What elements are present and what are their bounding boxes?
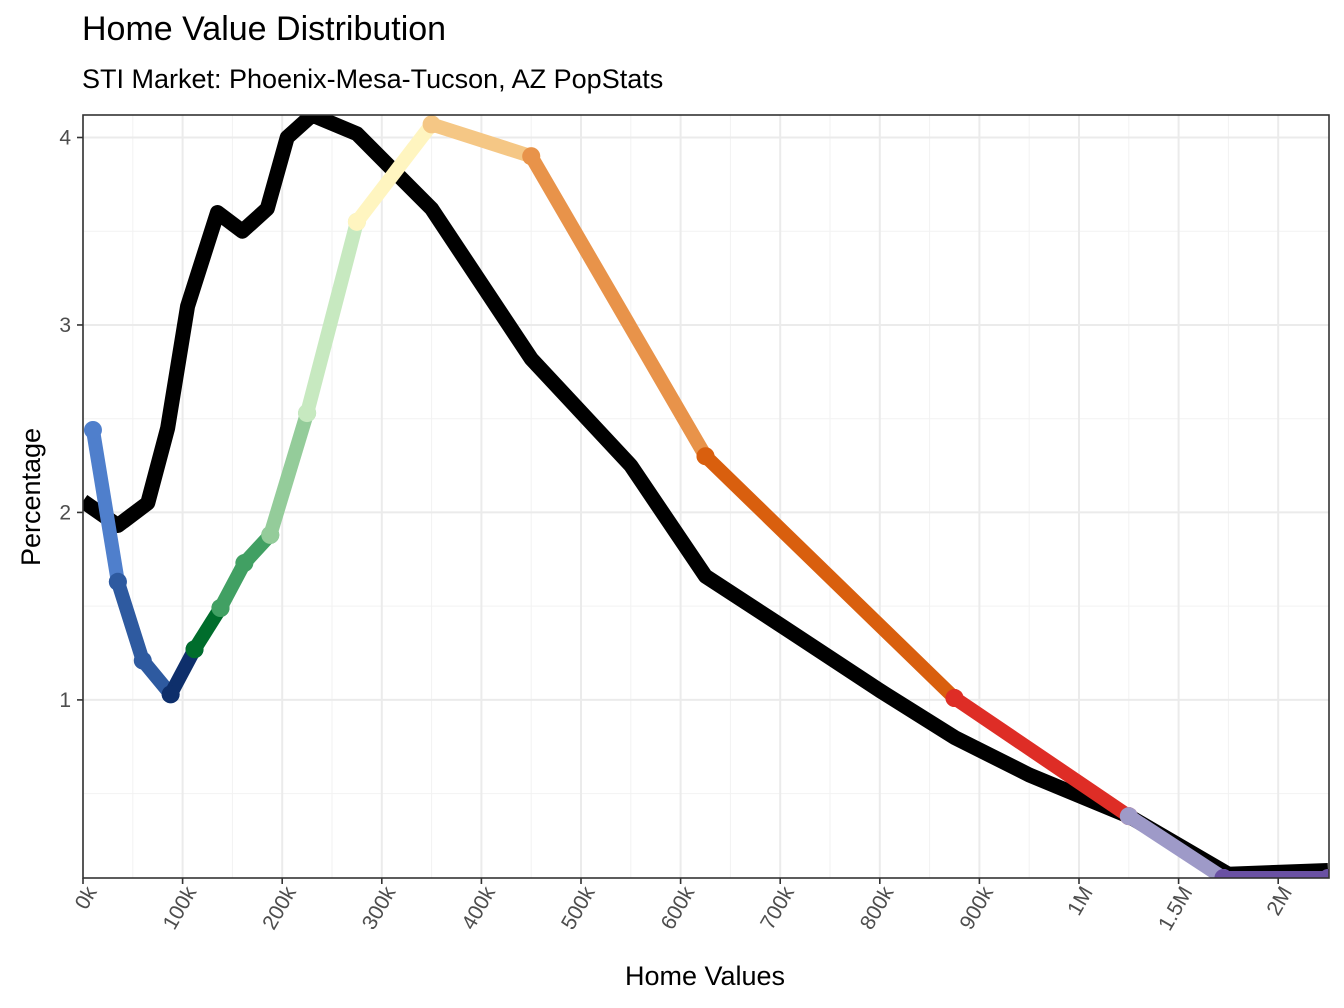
x-tick-label: 300k [358,882,401,933]
series-layer [83,115,1329,878]
series-line-segment [700,451,960,704]
x-tick-label: 1M [1063,883,1098,920]
series-line-segment [300,220,364,415]
data-point [945,689,964,708]
series-line-segment [86,428,125,583]
x-tick-label: 900k [955,882,998,933]
plot-border [82,114,1330,879]
plot-background [83,115,1329,878]
x-tick-label: 800k [856,882,899,933]
x-tick-label: 600k [657,882,700,933]
data-point [261,525,280,544]
series-line-segment [1124,810,1228,878]
data-point [696,447,715,466]
data-point [235,554,254,573]
series-line-segment [351,120,438,227]
series-line-segment [525,152,712,460]
data-point [211,599,230,618]
x-tick-label: 400k [457,882,500,933]
x-tick-label: 100k [159,882,202,933]
grid-minor [83,115,1329,878]
x-tick-label: 200k [258,882,301,933]
series-line-segment [263,411,314,537]
y-axis-title: Percentage [16,428,46,566]
data-point [1214,869,1233,878]
data-point [83,420,102,439]
chart-subtitle: STI Market: Phoenix-Mesa-Tucson, AZ PopS… [82,64,664,94]
data-point [108,572,127,591]
x-tick-label: 2M [1262,883,1297,920]
data-point [133,651,152,670]
data-point [185,640,204,659]
data-point [422,115,441,134]
y-tick-label: 3 [59,314,71,337]
data-point [161,685,180,704]
data-point [347,212,366,231]
x-tick-label: 500k [557,882,600,933]
data-point [522,147,541,166]
data-point [1119,807,1138,826]
chart-title: Home Value Distribution [82,10,447,48]
y-axis: 1 2 3 4 [59,126,83,712]
y-tick-label: 1 [59,689,71,712]
y-tick-label: 4 [59,126,71,149]
y-tick-label: 2 [59,501,71,524]
data-point [298,404,317,423]
x-axis-title: Home Values [625,961,785,991]
x-axis: 0k 100k 200k 300k 400k 500k 600k 700k 800k 900k 1M… [71,878,1297,935]
data-point [1319,869,1329,878]
x-tick-label: 700k [756,882,799,933]
x-tick-label: 0k [71,882,102,913]
x-tick-label: 1.5M [1154,883,1197,935]
series-line-segment [429,117,534,163]
series-line-segment [950,692,1133,822]
